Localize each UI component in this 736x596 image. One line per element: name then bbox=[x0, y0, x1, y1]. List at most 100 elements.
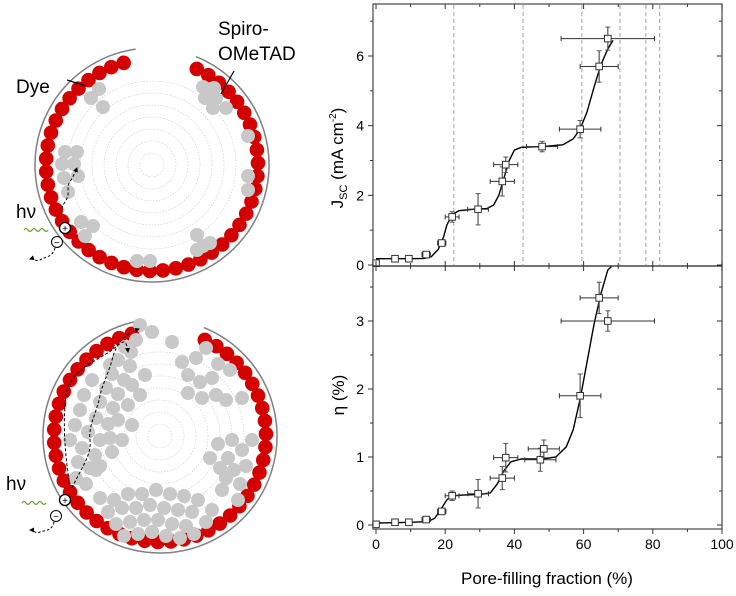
data-point bbox=[579, 50, 619, 83]
spiro-pointer-line bbox=[220, 70, 235, 95]
spiro-molecule bbox=[190, 228, 204, 242]
ylabel-rest: (mA cm bbox=[328, 122, 347, 184]
spiro-molecule bbox=[129, 333, 143, 347]
spiro-molecule bbox=[96, 100, 110, 114]
dye-molecule bbox=[46, 422, 62, 437]
dye-molecule bbox=[89, 513, 104, 529]
y-axis-title-jsc: JSC (mA cm-2) bbox=[328, 108, 350, 209]
spiro-molecule bbox=[93, 395, 107, 409]
data-point bbox=[421, 515, 431, 524]
dye-molecule bbox=[48, 409, 64, 424]
dye-molecule bbox=[48, 448, 64, 463]
data-point bbox=[437, 239, 447, 247]
spiro-molecule bbox=[239, 459, 253, 473]
dye-molecule bbox=[212, 516, 228, 531]
dye-molecule bbox=[81, 72, 96, 88]
spiro-molecule bbox=[133, 318, 147, 332]
spiro-molecule bbox=[92, 82, 106, 96]
x-tick-label: 100 bbox=[710, 536, 734, 552]
spiro-molecule bbox=[151, 513, 165, 527]
hole-plus-sign: + bbox=[62, 224, 68, 235]
y-axis-title-eta: η (%) bbox=[329, 375, 348, 416]
spiro-molecule bbox=[159, 529, 173, 543]
spiro-molecule bbox=[205, 371, 219, 385]
dye-molecule bbox=[70, 495, 86, 511]
marker bbox=[448, 213, 456, 221]
x-tick-label: 20 bbox=[437, 536, 453, 552]
data-point bbox=[560, 310, 656, 332]
dye-molecule bbox=[104, 255, 119, 271]
spiro-molecule bbox=[88, 448, 102, 462]
spiro-molecule bbox=[219, 393, 233, 407]
spiro-molecule bbox=[245, 433, 259, 447]
dye-molecule bbox=[40, 177, 56, 192]
spiro-molecule bbox=[123, 515, 137, 529]
spiro-molecule bbox=[101, 505, 115, 519]
spiro-molecule bbox=[163, 487, 177, 501]
spiro-molecule bbox=[103, 358, 117, 372]
spiro-molecule bbox=[225, 433, 239, 447]
x-axis-title: Pore-filling fraction (%) bbox=[461, 569, 633, 588]
marker bbox=[422, 515, 430, 524]
marker bbox=[604, 34, 612, 43]
spiro-label-line2: OMeTAD bbox=[218, 44, 296, 65]
spiro-molecule bbox=[99, 381, 113, 395]
dye-molecule bbox=[244, 194, 259, 209]
ring bbox=[139, 152, 165, 178]
dye-molecule bbox=[258, 426, 274, 442]
dye-molecule bbox=[100, 336, 115, 352]
x-axis: 0 20 40 60 80 100 bbox=[372, 4, 734, 552]
data-point bbox=[527, 439, 560, 459]
spiro-molecule bbox=[73, 403, 87, 417]
spiro-molecule bbox=[206, 101, 220, 115]
spiro-molecule bbox=[71, 455, 85, 469]
spiro-molecule bbox=[233, 477, 247, 491]
marker bbox=[448, 491, 456, 500]
y-tick-label: 2 bbox=[356, 187, 364, 203]
dye-molecule bbox=[40, 138, 56, 153]
marker bbox=[391, 254, 399, 263]
data-point bbox=[489, 466, 515, 491]
dye-molecule bbox=[252, 465, 267, 480]
ring bbox=[91, 104, 213, 226]
y-tick-label: 0 bbox=[356, 517, 364, 533]
spiro-molecule bbox=[181, 368, 195, 382]
marker bbox=[595, 294, 603, 302]
electron-minus-sign: − bbox=[53, 512, 59, 523]
efficiency-panel bbox=[372, 266, 656, 529]
spiro-molecule bbox=[131, 527, 145, 541]
spiro-molecule bbox=[157, 501, 171, 515]
marker bbox=[501, 453, 510, 462]
data-point bbox=[467, 193, 489, 226]
spiro-molecule bbox=[89, 411, 103, 425]
data-point bbox=[558, 119, 602, 139]
spiro-label-line1: Spiro- bbox=[218, 19, 269, 40]
ylabel-main: J bbox=[328, 200, 347, 209]
spiro-molecule bbox=[145, 525, 159, 539]
pore-diagram-high-filling: hν + − bbox=[6, 318, 278, 554]
spiro-molecule bbox=[125, 378, 139, 392]
data-point bbox=[579, 281, 619, 315]
spiro-molecule bbox=[231, 493, 245, 507]
dye-molecule bbox=[236, 105, 252, 121]
spiro-molecule bbox=[68, 418, 82, 432]
spiro-molecule bbox=[135, 487, 149, 501]
spiro-molecule bbox=[211, 437, 225, 451]
x-tick-label: 60 bbox=[576, 536, 592, 552]
spiro-molecule bbox=[57, 171, 71, 185]
spiro-molecule bbox=[79, 477, 93, 491]
spiro-molecule bbox=[187, 527, 201, 541]
data-point bbox=[437, 507, 447, 516]
marker bbox=[498, 177, 507, 186]
ring bbox=[67, 80, 237, 250]
spiro-molecule bbox=[241, 183, 255, 197]
dye-molecule bbox=[222, 508, 238, 523]
photon-label: hν bbox=[16, 202, 36, 223]
marker bbox=[536, 455, 545, 464]
spiro-molecule bbox=[215, 483, 229, 497]
marker bbox=[405, 254, 413, 263]
spiro-molecule bbox=[106, 401, 120, 415]
spiro-molecule bbox=[121, 487, 135, 501]
dye-molecule bbox=[244, 376, 260, 392]
dye-molecule bbox=[246, 477, 262, 492]
